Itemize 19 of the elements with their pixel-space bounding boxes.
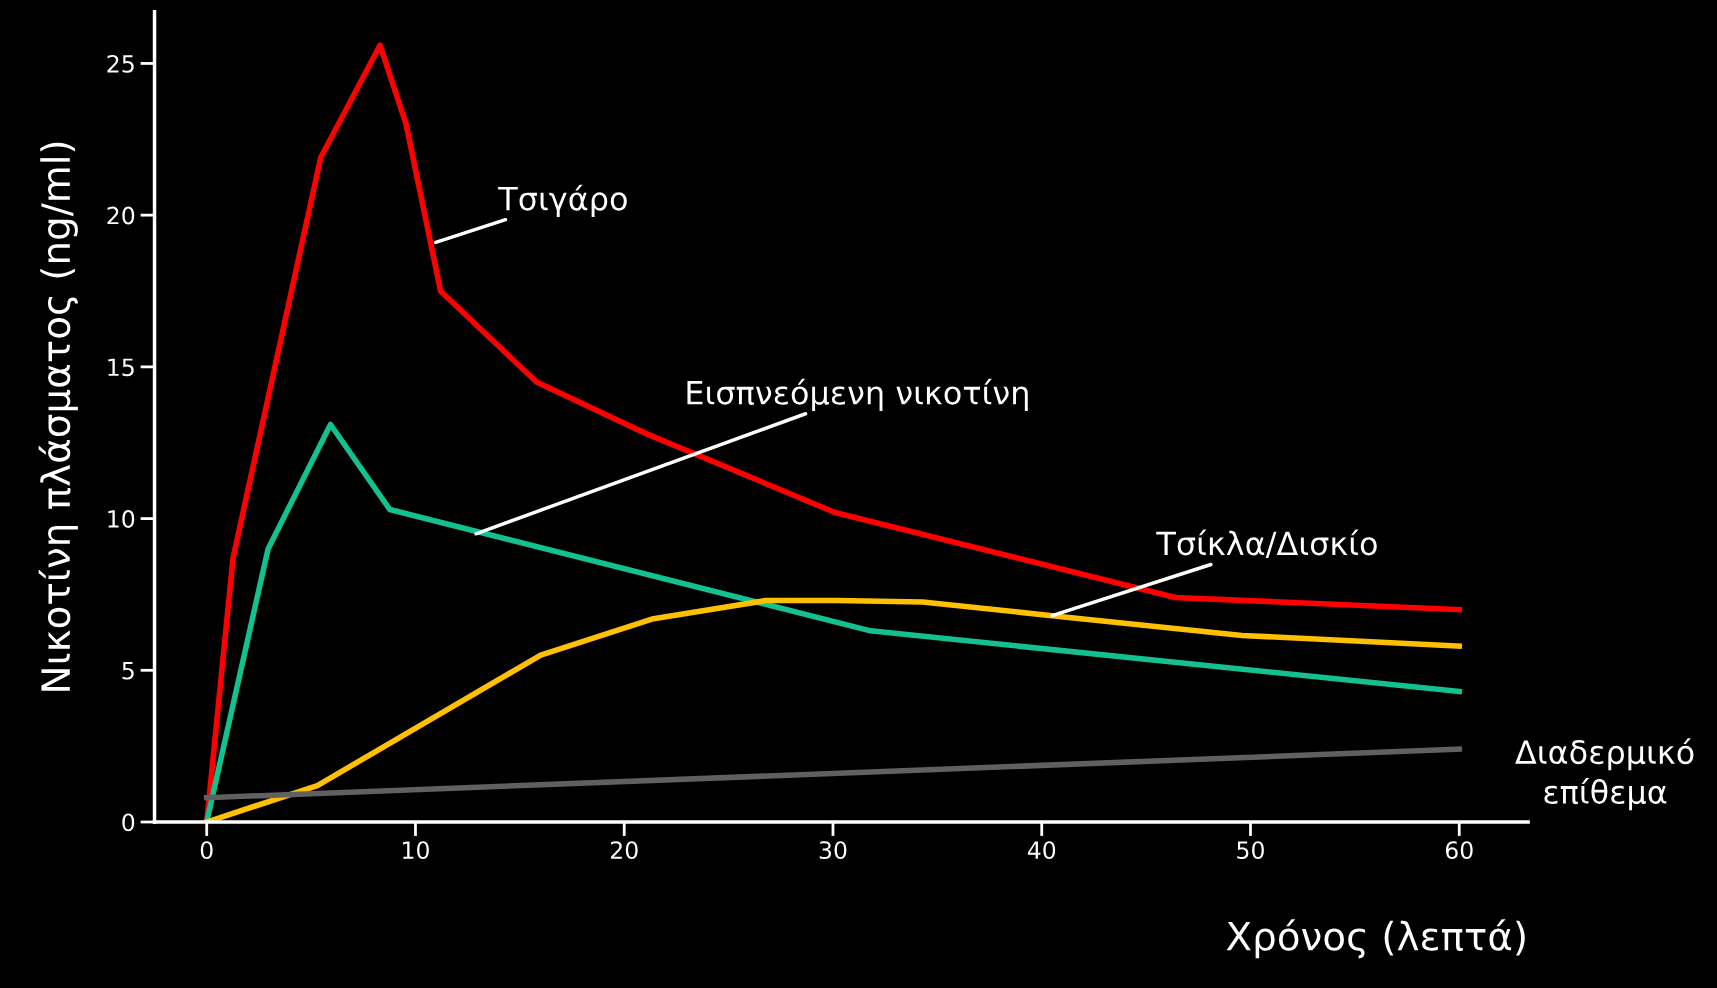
annotation: Εισπνεόμενη νικοτίνη	[687, 378, 1028, 411]
y-tick-label: 20	[107, 206, 135, 225]
annotation: Τσιγάρο	[498, 184, 627, 217]
x-tick-label: 20	[610, 841, 638, 860]
x-tick-label: 0	[200, 841, 213, 860]
annotation: Τσίκλα/Δισκίο	[1156, 529, 1377, 559]
y-tick-label: 25	[107, 54, 134, 73]
y-tick-label: 15	[108, 358, 134, 377]
x-tick-label: 50	[1237, 841, 1264, 860]
x-axis-title: Χρόνος (λεπτά)	[1226, 919, 1525, 959]
x-tick-label: 10	[403, 841, 429, 860]
y-axis-title: Νικοτίνη πλάσματος (ng/ml)	[38, 142, 78, 691]
x-tick-label: 40	[1027, 841, 1056, 860]
y-tick-label: 5	[122, 662, 134, 680]
annotation: Διαδερμικό επίθεμα	[1515, 738, 1694, 811]
x-tick-label: 30	[819, 841, 847, 860]
y-tick-label: 0	[122, 813, 135, 832]
y-tick-label: 10	[108, 510, 135, 528]
x-tick-label: 60	[1445, 841, 1473, 860]
